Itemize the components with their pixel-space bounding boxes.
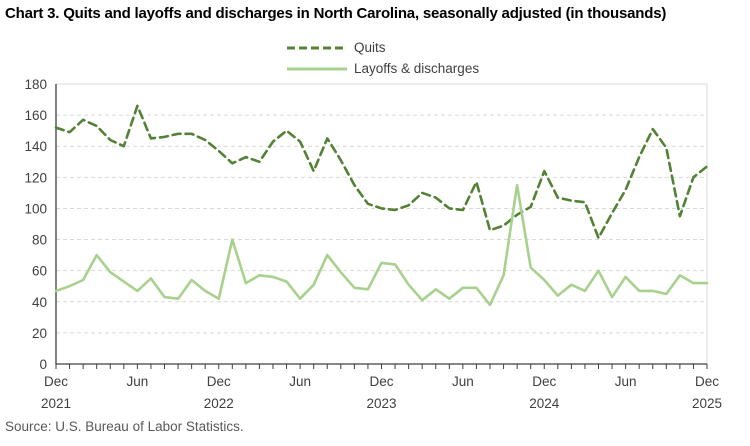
layoffs-line-sample: [287, 67, 347, 70]
y-axis-label: 140: [24, 139, 47, 154]
y-axis-label: 20: [32, 326, 47, 341]
source-note: Source: U.S. Bureau of Labor Statistics.: [5, 419, 244, 434]
y-axis-label: 180: [24, 77, 47, 92]
x-axis-label: Jun: [452, 374, 474, 389]
x-axis-label: Jun: [289, 374, 311, 389]
x-axis-year-label: 2025: [692, 396, 722, 411]
x-axis-label: Jun: [126, 374, 148, 389]
legend-item-layoffs: Layoffs & discharges: [286, 58, 479, 79]
quits-line-sample: [287, 46, 347, 49]
x-axis-label: Dec: [369, 374, 393, 389]
x-axis-year-label: 2022: [204, 396, 234, 411]
x-axis-label: Dec: [532, 374, 556, 389]
legend-label-layoffs: Layoffs & discharges: [354, 61, 480, 76]
x-axis-label: Dec: [695, 374, 719, 389]
quits-line: [54, 104, 709, 240]
x-axis-label: Jun: [615, 374, 637, 389]
legend: Quits Layoffs & discharges: [286, 37, 479, 79]
y-axis-label: 100: [24, 201, 47, 216]
y-axis-label: 60: [32, 264, 47, 279]
y-axis-label: 80: [32, 233, 47, 248]
legend-item-quits: Quits: [286, 37, 479, 58]
x-axis-year-label: 2023: [366, 396, 396, 411]
y-axis-label: 160: [24, 108, 47, 123]
y-axis-label: 0: [39, 357, 47, 372]
x-axis-year-label: 2021: [41, 396, 71, 411]
x-axis-label: Dec: [44, 374, 68, 389]
chart-title: Chart 3. Quits and layoffs and discharge…: [5, 5, 667, 22]
y-axis-label: 40: [32, 295, 47, 310]
x-axis-year-label: 2024: [529, 396, 560, 411]
legend-label-quits: Quits: [354, 40, 386, 55]
x-axis-label: Dec: [207, 374, 231, 389]
y-axis-label: 120: [24, 170, 47, 185]
layoffs-line: [54, 183, 709, 307]
